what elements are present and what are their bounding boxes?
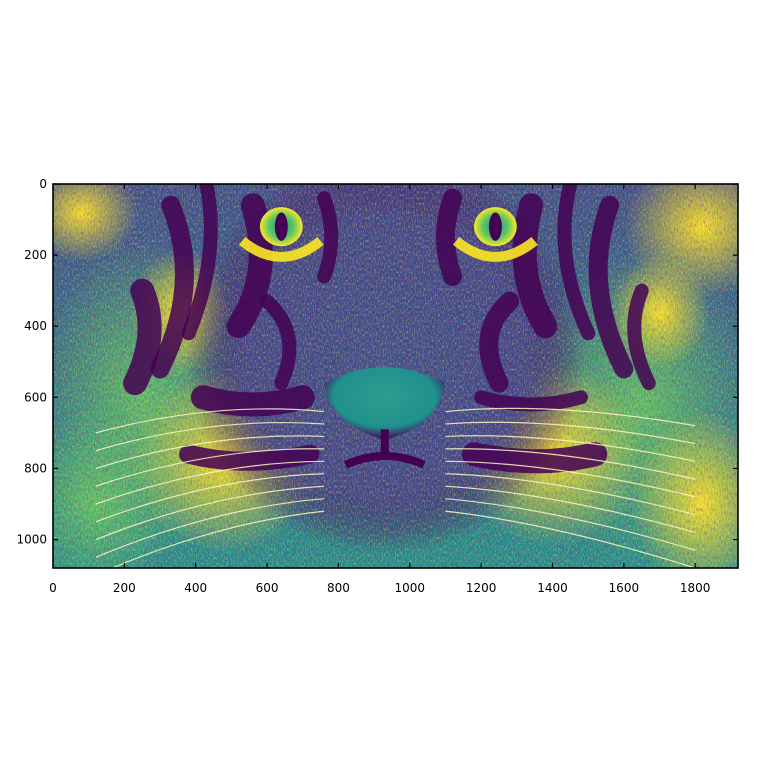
y-tick-label: 1000 <box>16 533 47 547</box>
y-tick-label: 600 <box>24 390 47 404</box>
x-tick-label: 0 <box>49 581 57 595</box>
heatmap-image <box>53 184 738 568</box>
x-axis-ticks: 0 200 400 600 800 1000 1200 1400 1600 1800 <box>49 184 710 595</box>
x-tick-label: 200 <box>113 581 136 595</box>
x-tick-label: 1800 <box>680 581 711 595</box>
x-tick-label: 1200 <box>466 581 497 595</box>
x-tick-label: 600 <box>256 581 279 595</box>
y-tick-label: 400 <box>24 319 47 333</box>
x-tick-label: 1000 <box>394 581 425 595</box>
plot-area <box>53 184 738 568</box>
y-tick-label: 0 <box>39 177 47 191</box>
y-tick-label: 200 <box>24 248 47 262</box>
plot-frame <box>52 183 739 569</box>
x-tick-label: 1600 <box>609 581 640 595</box>
y-axis-ticks: 0 200 400 600 800 1000 <box>16 177 738 547</box>
x-tick-label: 1400 <box>537 581 568 595</box>
x-tick-label: 800 <box>327 581 350 595</box>
x-tick-label: 400 <box>184 581 207 595</box>
y-tick-label: 800 <box>24 461 47 475</box>
